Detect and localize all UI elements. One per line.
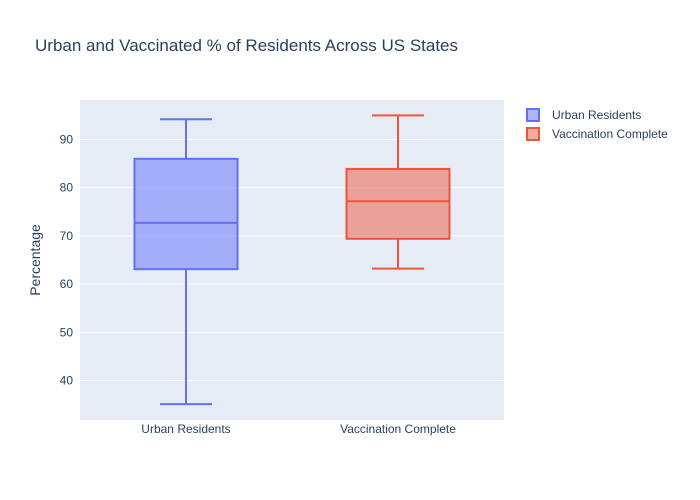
legend-label: Urban Residents bbox=[552, 108, 641, 122]
legend: Urban Residents Vaccination Complete bbox=[526, 108, 668, 141]
y-axis-ticks: 40 50 60 70 80 90 bbox=[60, 133, 74, 388]
y-axis-label: Percentage bbox=[27, 224, 43, 296]
x-tick-label: Urban Residents bbox=[141, 422, 230, 436]
legend-swatch bbox=[526, 127, 540, 141]
box-urban-residents bbox=[133, 118, 239, 406]
legend-swatch bbox=[526, 108, 540, 122]
legend-label: Vaccination Complete bbox=[552, 127, 668, 141]
x-tick-label: Vaccination Complete bbox=[340, 422, 456, 436]
iqr-box bbox=[133, 157, 239, 271]
legend-item: Vaccination Complete bbox=[526, 127, 668, 141]
legend-item: Urban Residents bbox=[526, 108, 641, 122]
y-tick-label: 70 bbox=[60, 229, 74, 243]
y-tick-label: 80 bbox=[60, 181, 74, 195]
chart-title: Urban and Vaccinated % of Residents Acro… bbox=[35, 36, 458, 55]
y-tick-label: 90 bbox=[60, 133, 74, 147]
y-tick-label: 50 bbox=[60, 325, 74, 339]
y-tick-label: 40 bbox=[60, 373, 74, 387]
x-axis-ticks: Urban Residents Vaccination Complete bbox=[141, 422, 456, 436]
iqr-box bbox=[345, 167, 451, 240]
box-vaccination-complete bbox=[345, 114, 451, 270]
y-tick-label: 60 bbox=[60, 277, 74, 291]
boxes bbox=[133, 114, 451, 406]
